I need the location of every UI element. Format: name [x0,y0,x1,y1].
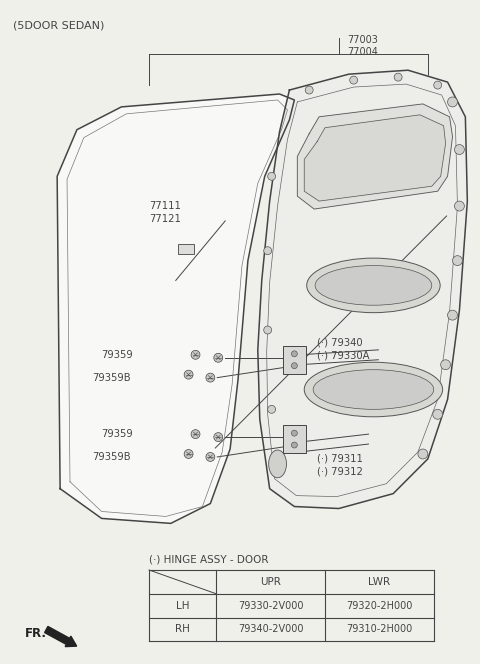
Circle shape [291,430,297,436]
Ellipse shape [313,370,434,409]
Circle shape [291,442,297,448]
Circle shape [291,363,297,369]
Circle shape [214,433,223,442]
Polygon shape [297,104,453,209]
Text: 79359: 79359 [102,429,133,439]
Circle shape [305,86,313,94]
Text: (5DOOR SEDAN): (5DOOR SEDAN) [12,21,104,31]
Text: 79340-2V000: 79340-2V000 [238,624,303,635]
Circle shape [184,450,193,458]
Text: 77111
77121: 77111 77121 [149,201,181,224]
Text: 79359B: 79359B [92,373,131,382]
Circle shape [191,351,200,359]
Text: FR.: FR. [24,627,47,640]
Circle shape [447,97,457,107]
Circle shape [268,173,276,181]
FancyBboxPatch shape [283,346,306,374]
Circle shape [264,247,272,255]
Circle shape [191,430,200,439]
Text: (·) 79311
(·) 79312: (·) 79311 (·) 79312 [317,454,363,476]
Circle shape [350,76,358,84]
Circle shape [455,145,464,155]
Circle shape [268,406,276,413]
Ellipse shape [304,363,443,417]
Circle shape [441,360,451,370]
Circle shape [453,256,462,266]
Text: 79330-2V000: 79330-2V000 [238,601,303,611]
Circle shape [447,310,457,320]
Ellipse shape [269,450,287,478]
Text: 79359: 79359 [102,350,133,360]
Polygon shape [304,115,445,201]
Circle shape [455,201,464,211]
Circle shape [184,370,193,379]
Circle shape [206,452,215,461]
Text: RH: RH [175,624,190,635]
Text: (·) 79340
(·) 79330A: (·) 79340 (·) 79330A [317,338,370,361]
Polygon shape [57,94,294,523]
Circle shape [206,373,215,382]
Circle shape [418,449,428,459]
Text: LH: LH [176,601,190,611]
Circle shape [291,351,297,357]
Text: LWR: LWR [368,577,390,587]
FancyArrow shape [45,626,77,647]
Text: 79310-2H000: 79310-2H000 [346,624,412,635]
Text: (·) HINGE ASSY - DOOR: (·) HINGE ASSY - DOOR [149,554,269,564]
Text: UPR: UPR [260,577,281,587]
Text: 77003
77004: 77003 77004 [347,35,378,57]
Polygon shape [258,70,468,509]
Text: 79359B: 79359B [92,452,131,462]
Ellipse shape [307,258,440,313]
Circle shape [264,326,272,334]
Circle shape [214,353,223,363]
Ellipse shape [315,266,432,305]
Circle shape [276,455,284,463]
Circle shape [433,409,443,419]
Circle shape [394,73,402,81]
Text: 79320-2H000: 79320-2H000 [346,601,412,611]
Bar [178,244,193,254]
Circle shape [434,81,442,89]
FancyBboxPatch shape [283,425,306,453]
